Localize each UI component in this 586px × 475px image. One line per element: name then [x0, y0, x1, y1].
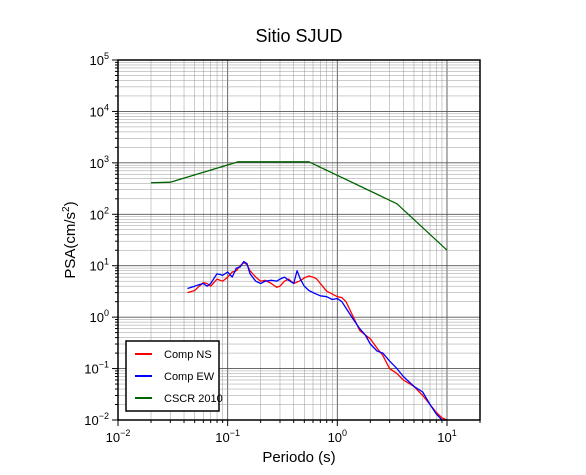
tick-exponent: −2 [99, 411, 109, 421]
x-tick-label: 10−1 [215, 428, 240, 445]
legend: Comp NS Comp EW CSCR 2010 [125, 340, 223, 412]
x-tick-label: 10−2 [106, 428, 131, 445]
tick-exponent: 0 [342, 428, 347, 438]
y-tick-label: 100 [90, 308, 109, 325]
tick-exponent: −2 [120, 428, 130, 438]
tick-base: 10 [90, 104, 104, 119]
tick-exponent: 5 [104, 51, 109, 61]
y-axis-label-base: PSA(cm/s [62, 212, 79, 279]
tick-exponent: −1 [99, 360, 109, 370]
y-tick-label: 10−1 [84, 360, 109, 377]
x-tick-label: 101 [437, 428, 456, 445]
y-tick-label: 105 [90, 51, 109, 68]
x-tick-label: 100 [328, 428, 347, 445]
tick-base: 10 [437, 430, 451, 445]
tick-base: 10 [90, 53, 104, 68]
tick-base: 10 [84, 413, 98, 428]
y-tick-label: 101 [90, 257, 109, 274]
tick-base: 10 [106, 430, 120, 445]
grid [112, 59, 481, 426]
y-tick-label: 102 [90, 205, 109, 222]
series-layer [150, 161, 448, 421]
tick-exponent: 1 [104, 257, 109, 267]
tick-base: 10 [215, 430, 229, 445]
y-tick-label: 10−2 [84, 411, 109, 428]
legend-label: Comp NS [164, 349, 212, 361]
legend-label: CSCR 2010 [164, 393, 223, 405]
y-tick-label: 103 [90, 154, 109, 171]
x-tick-labels: 10−2 10−1 100 101 [106, 428, 457, 445]
tick-base: 10 [90, 207, 104, 222]
tick-base: 10 [90, 156, 104, 171]
plot-frame [117, 59, 481, 421]
tick-base: 10 [84, 362, 98, 377]
tick-base: 10 [90, 310, 104, 325]
x-axis-label: Periodo (s) [262, 449, 335, 466]
series-line-comp-ns [187, 261, 448, 421]
tick-exponent: 1 [452, 428, 457, 438]
tick-exponent: 3 [104, 154, 109, 164]
y-axis-label: PSA(cm/s2) [61, 201, 79, 278]
tick-exponent: 0 [104, 308, 109, 318]
y-tick-label: 104 [90, 102, 109, 119]
y-axis-label-close: ) [62, 201, 79, 206]
series-line-cscr-2010 [150, 161, 448, 251]
y-axis-label-sup: 2 [61, 206, 72, 212]
series-line-comp-ew [187, 260, 447, 421]
tick-base: 10 [90, 259, 104, 274]
legend-label: Comp EW [164, 371, 215, 383]
tick-exponent: −1 [230, 428, 240, 438]
tick-exponent: 2 [104, 205, 109, 215]
tick-exponent: 4 [104, 102, 109, 112]
chart-title: Sitio SJUD [255, 26, 342, 46]
tick-base: 10 [328, 430, 342, 445]
